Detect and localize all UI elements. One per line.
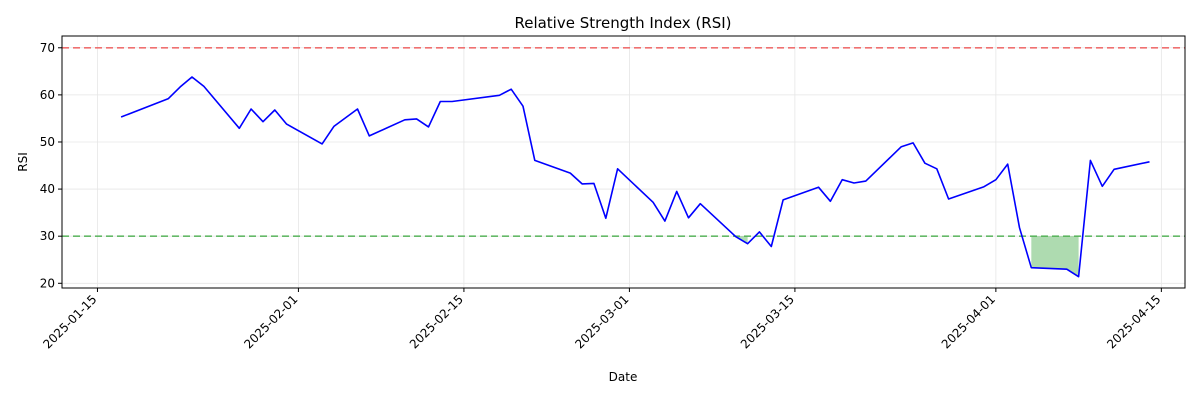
x-axis-label: Date xyxy=(609,370,638,384)
x-tick-label: 2025-02-01 xyxy=(241,292,300,351)
x-tick-label: 2025-04-01 xyxy=(939,292,998,351)
x-tick-label: 2025-03-01 xyxy=(572,292,631,351)
y-tick-label: 20 xyxy=(40,276,55,290)
x-axis-ticks: 2025-01-15 2025-02-01 2025-02-15 2025-03-01… xyxy=(40,288,1163,351)
x-tick-label: 2025-02-15 xyxy=(407,292,466,351)
y-tick-label: 60 xyxy=(40,88,55,102)
chart-title: Relative Strength Index (RSI) xyxy=(514,14,731,32)
y-tick-label: 30 xyxy=(40,229,55,243)
rsi-line xyxy=(120,76,1150,278)
y-tick-label: 40 xyxy=(40,182,55,196)
y-tick-label: 70 xyxy=(40,41,55,55)
plot-frame xyxy=(61,35,1186,289)
x-tick-label: 2025-01-15 xyxy=(40,292,99,351)
y-tick-label: 50 xyxy=(40,135,55,149)
reference-lines xyxy=(62,46,1185,237)
grid-lines xyxy=(62,36,1185,288)
x-tick-label: 2025-03-15 xyxy=(738,292,797,351)
oversold-fill-area xyxy=(1031,236,1079,277)
x-tick-label: 2025-04-15 xyxy=(1104,292,1163,351)
series-layer xyxy=(120,76,1150,278)
y-axis-label: RSI xyxy=(16,152,30,172)
y-axis-ticks: 20 30 40 50 60 70 xyxy=(40,41,62,290)
